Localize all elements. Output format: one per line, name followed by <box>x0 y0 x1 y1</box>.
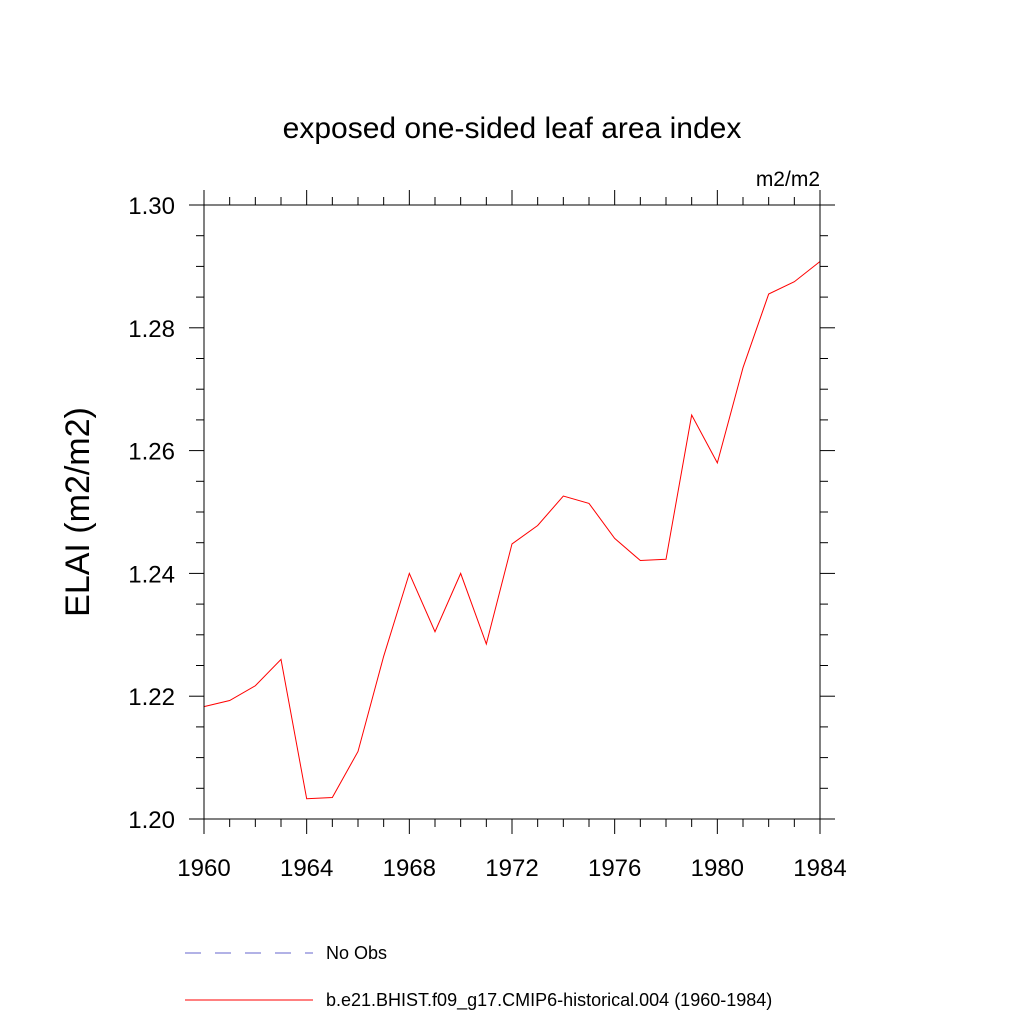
x-tick-label: 1980 <box>691 855 744 882</box>
plot-frame <box>203 204 821 820</box>
x-tick-label: 1968 <box>383 855 436 882</box>
x-tick-label: 1964 <box>280 855 333 882</box>
axes: 1960 1964 1968 1972 1976 1980 1984 1.20 1.22 1.24… <box>128 190 847 882</box>
x-tick-label: 1960 <box>177 855 230 882</box>
legend-label-0: No Obs <box>326 943 387 963</box>
y-tick-label: 1.22 <box>128 684 175 711</box>
x-tick-label: 1984 <box>793 855 846 882</box>
x-tick-label: 1972 <box>485 855 538 882</box>
legend-label-1: b.e21.BHIST.f09_g17.CMIP6-historical.004… <box>326 990 772 1011</box>
y-tick-label: 1.24 <box>128 561 175 588</box>
y-tick-label: 1.26 <box>128 439 175 466</box>
plot-lines <box>203 261 821 800</box>
legend: No Obs b.e21.BHIST.f09_g17.CMIP6-histori… <box>185 943 772 1011</box>
y-tick-label: 1.28 <box>128 316 175 343</box>
series-line-0 <box>203 261 821 800</box>
x-tick-label: 1976 <box>588 855 641 882</box>
y-tick-label: 1.30 <box>128 193 175 220</box>
units-label: m2/m2 <box>756 168 820 191</box>
y-axis-label: ELAI (m2/m2) <box>59 407 97 617</box>
chart-title: exposed one-sided leaf area index <box>283 112 742 145</box>
y-tick-label: 1.20 <box>128 807 175 834</box>
